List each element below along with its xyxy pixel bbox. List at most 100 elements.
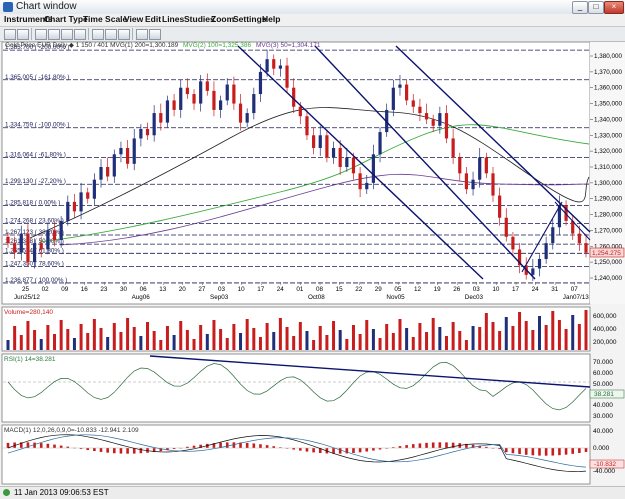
candle-body [338,147,342,167]
macd-histogram-bar [378,448,382,450]
resistance-trend-line[interactable] [554,201,591,241]
settings-icon[interactable] [149,29,161,40]
month-label: Oct08 [308,294,325,301]
volume-bar [484,313,488,350]
macd-histogram-bar [425,442,428,448]
fib-level-label: 1,365.005 ( -161.80% ) [5,74,69,81]
rsi-panel[interactable] [1,353,591,423]
macd-histogram-bar [478,445,482,448]
channel-line-outer[interactable] [237,45,484,280]
volume-bar [53,334,57,350]
toolbar-separator [132,28,133,40]
volume-bar [225,338,229,350]
macd-axis-label: -40.000 [593,468,615,475]
menu-bar: Instruments Chart Type Time Scale View E… [0,14,625,27]
macd-histogram-bar [445,442,448,448]
rsi-axis-label: 70.000 [593,359,613,366]
zoom-in-icon[interactable] [35,29,47,40]
channel-line-middle[interactable] [314,45,536,280]
candle-body [424,113,429,120]
candle-body [458,157,462,174]
macd-histogram-bar [239,442,242,448]
menu-edit[interactable]: Edit [145,14,162,24]
candle-body [431,119,435,126]
trend-channels[interactable] [237,45,591,280]
volume-bar [312,340,316,350]
candle-body [391,87,395,110]
maximize-button[interactable]: □ [588,1,604,14]
macd-histogram-bar [66,446,70,448]
trend-line-icon[interactable] [61,29,73,40]
price-axis-label: 1,280,000 [594,212,623,219]
candle-body [119,147,123,155]
volume-bar [6,340,10,350]
date-label: 30 [120,286,128,293]
candle-body [13,243,17,253]
macd-panel[interactable] [1,424,591,485]
volume-bar [146,322,150,350]
candle-body [484,157,488,174]
date-label: 03 [218,286,226,293]
channel-line-upper[interactable] [395,45,591,233]
volume-bar [292,336,296,350]
close-button[interactable]: × [604,1,624,14]
macd-histogram-bar [119,448,123,454]
macd-histogram-bar [285,448,289,449]
menu-view[interactable]: View [124,14,144,24]
candle-body [92,179,96,199]
candle-body [6,236,10,244]
crosshair-tool-icon[interactable] [4,29,16,40]
candle-body [451,138,455,158]
status-datetime: 11 Jan 2013 09:06:53 EST [14,488,109,497]
delete-drawing-icon[interactable] [118,29,130,40]
channel-tool-icon[interactable] [74,29,86,40]
macd-histogram-bar [99,448,103,452]
rsi-axis-label: 30.000 [593,413,613,420]
volume-bar [425,332,429,350]
macd-histogram-bar [192,445,196,448]
candle-body [331,147,336,158]
candle-body [132,138,136,164]
macd-line [7,434,587,472]
date-label: 24 [277,286,285,293]
menu-zoom[interactable]: Zoom [211,14,235,24]
candle-body [212,90,216,110]
macd-histogram-bar [232,442,236,448]
price-panel[interactable] [1,42,591,305]
zoom-out-icon[interactable] [48,29,60,40]
text-tool-icon[interactable] [105,29,117,40]
macd-histogram-bar [504,448,508,453]
volume-bar [385,324,389,350]
price-axis-label: 1,360,000 [594,85,623,92]
candle-body [405,84,409,101]
candle-body [232,84,236,104]
volume-bar [332,321,336,350]
volume-bar [265,323,269,350]
chart-area[interactable]: 1,383.700 ( -200.00% ) 1,365.005 ( -161.8… [0,42,625,486]
volume-panel[interactable] [1,306,591,352]
macd-histogram-bar [305,448,309,452]
support-trend-line[interactable] [521,201,563,273]
macd-current-tag [589,459,625,469]
candle-body [471,179,475,190]
volume-bar [219,329,223,350]
minimize-button[interactable]: _ [572,1,588,14]
print-icon[interactable] [136,29,148,40]
menu-chart-type[interactable]: Chart Type [44,14,88,24]
menu-settings[interactable]: Settings [233,14,267,24]
rsi-trend-line[interactable] [149,355,591,388]
candle-body [298,106,302,117]
menu-help[interactable]: Help [262,14,281,24]
rsi-line [7,362,587,411]
menu-instruments[interactable]: Instruments [4,14,53,24]
volume-bar [471,326,475,350]
cursor-tool-icon[interactable] [17,29,29,40]
legend-instrument: Gold Price EUR Daily ◆ 1 150 / 401 MVG(1… [5,42,179,49]
volume-bar [458,331,462,350]
status-bar: 11 Jan 2013 09:06:53 EST [0,486,625,499]
menu-time-scale[interactable]: Time Scale [83,14,128,24]
date-label: 29 [375,286,383,293]
menu-studies[interactable]: Studies [184,14,215,24]
fibonacci-tool-icon[interactable] [92,29,104,40]
menu-lines[interactable]: Lines [162,14,185,24]
